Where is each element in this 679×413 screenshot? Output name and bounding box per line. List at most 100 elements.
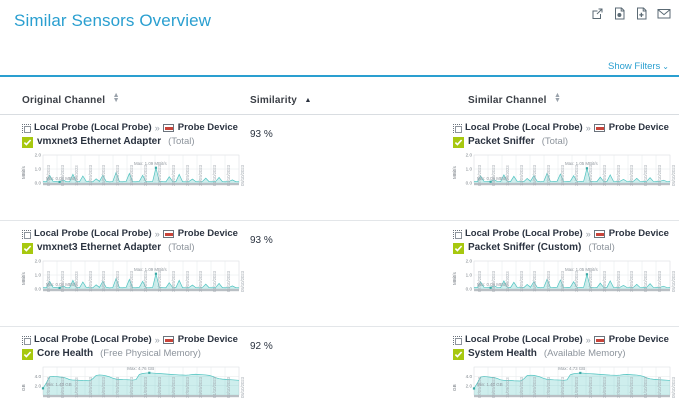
chart-max-annotation: Max: 1.05 MBit/s [564,267,598,273]
probe-icon [453,335,462,345]
status-up-icon [22,136,33,148]
chart-xtick-label: 15/09/2023 [101,377,107,398]
breadcrumb-probe[interactable]: Local Probe (Local Probe) [34,334,152,345]
svg-text:0.0: 0.0 [35,287,42,292]
cell-original-channel: Local Probe (Local Probe) » Probe Device… [8,334,245,413]
device-icon [593,124,605,132]
svg-text:4.0: 4.0 [35,374,42,379]
device-icon [162,124,174,132]
min-marker [58,286,61,289]
probe-icon [453,229,462,239]
chart-line [473,168,671,183]
probe-icon [22,229,31,239]
svg-text:0.0: 0.0 [466,287,473,292]
min-marker [489,286,492,289]
chart-xtick-label: 17/09/2023 [115,271,121,292]
channel-name[interactable]: Packet Sniffer (Custom) [468,242,582,253]
channel-name[interactable]: vmxnet3 Ethernet Adapter [37,136,162,147]
sort-indicator-original-channel[interactable]: ▲ ▼ [112,92,120,104]
status-up-icon [22,348,33,360]
probe-icon [22,123,31,133]
chart-max-annotation: Max: 4.73 GB [558,365,586,371]
add-to-report-icon[interactable] [634,6,649,21]
chart-xtick-label: 21/09/2023 [574,271,579,292]
chart-xtick-label: 27/09/2023 [184,271,190,292]
channel-name[interactable]: vmxnet3 Ethernet Adapter [37,242,162,253]
cell-similar-channel: Local Probe (Local Probe) » Probe Device… [445,122,676,214]
channel-name[interactable]: Packet Sniffer [468,136,535,147]
chart-min-annotation: Min: 1.40 GB [477,382,503,388]
device-icon [162,336,174,344]
send-by-email-icon[interactable] [656,6,671,21]
chart-xlabels: 07/09/2023 09/09/2023 11/09/2023 13/09/2023… [474,271,676,320]
chart-min-annotation: Min: 0.08 MBit/s [46,281,78,287]
chart-ylabel: GB [21,384,26,391]
header-action-icons [590,6,671,21]
breadcrumb-device[interactable]: Probe Device [177,334,238,345]
column-header-original-channel[interactable]: Original Channel ▲ ▼ [8,90,240,108]
channel-name[interactable]: System Health [468,348,537,359]
chart-xtick-label: 23/09/2023 [156,377,162,398]
channel-name[interactable]: Core Health [37,348,94,359]
breadcrumb-device[interactable]: Probe Device [608,334,669,345]
mini-chart: 0.0 1.0 2.0 MBit/s Max: 1.09 MBit/s Min: 0.08… [21,258,245,320]
open-in-new-window-icon[interactable] [590,6,605,21]
chart-xtick-label: 17/09/2023 [546,165,552,186]
svg-text:2.0: 2.0 [466,259,473,264]
column-header-similarity[interactable]: Similarity ▲ [240,90,460,108]
chart-xtick-label: 11/09/2023 [73,271,79,292]
chart-xtick-label: 25/09/2023 [601,165,607,186]
cell-similar-channel: Local Probe (Local Probe) » Probe Device… [445,228,676,320]
svg-text:1.0: 1.0 [35,167,42,172]
table-row[interactable]: Local Probe (Local Probe) » Probe Device… [0,327,679,413]
device-icon [593,336,605,344]
chart-canvas: 0.0 1.0 2.0 [466,259,671,292]
breadcrumb-device[interactable]: Probe Device [608,122,669,133]
chart-min-annotation: Min: 0.09 MBit/s [477,175,509,181]
channel-line: Packet Sniffer (Total) [453,136,671,148]
breadcrumb-probe[interactable]: Local Probe (Local Probe) [34,228,152,239]
breadcrumb: Local Probe (Local Probe) » Probe Device [453,228,671,240]
chart-xtick-label: 19/09/2023 [129,271,135,292]
chart-xtick-label: 29/09/2023 [198,271,204,292]
mini-chart: 2.0 4.0 GB Max: 4.73 GB Min: 1.40 GB 07/09/20… [452,364,676,413]
chart-xtick-label: 23/09/2023 [156,271,162,292]
chart-area [474,168,670,183]
chart-xtick-label: 09/09/2023 [59,377,65,398]
breadcrumb-probe[interactable]: Local Probe (Local Probe) [465,122,583,133]
breadcrumb-device[interactable]: Probe Device [177,122,238,133]
table-row[interactable]: Local Probe (Local Probe) » Probe Device… [0,221,679,327]
breadcrumb-device[interactable]: Probe Device [608,228,669,239]
save-as-pdf-icon[interactable] [612,6,627,21]
column-label-similar-channel: Similar Channel [468,95,547,106]
table-row[interactable]: Local Probe (Local Probe) » Probe Device… [0,115,679,221]
status-up-icon [22,242,33,254]
show-filters-label: Show Filters [608,61,661,72]
channel-line: vmxnet3 Ethernet Adapter (Total) [22,242,240,254]
chart-xtick-label: 11/09/2023 [504,377,510,398]
chart-xtick-label: 19/09/2023 [560,165,566,186]
channel-suffix: (Total) [168,136,195,147]
sort-indicator-similarity[interactable]: ▲ [304,97,312,104]
breadcrumb-probe[interactable]: Local Probe (Local Probe) [465,228,583,239]
sort-indicator-similar-channel[interactable]: ▲ ▼ [554,92,561,104]
chart-xtick-label: 09/09/2023 [59,271,65,292]
column-header-similar-channel[interactable]: Similar Channel ▲ ▼ [460,90,671,108]
max-marker [154,166,158,169]
chart-xtick-label: 01/10/2023 [643,271,649,292]
breadcrumb-probe[interactable]: Local Probe (Local Probe) [34,122,152,133]
chart-line [473,274,671,289]
chart-xtick-label: 07/09/2023 [46,377,51,398]
chart-xlabels: 07/09/2023 09/09/2023 11/09/2023 13/09/2023… [474,377,676,413]
mini-chart: 0.0 1.0 2.0 MBit/s Max: 1.05 MBit/s Min: 0.09… [452,258,676,320]
chart-xtick-label: 09/09/2023 [490,377,496,398]
max-marker [148,371,151,374]
svg-text:1.0: 1.0 [466,273,473,278]
channel-suffix: (Free Physical Memory) [100,348,201,359]
cell-similarity: 92 % [240,334,445,413]
mini-chart: 0.0 1.0 2.0 MBit/s Max: 1.09 MBit/s Min: 0.08… [21,152,245,214]
channel-suffix: (Total) [588,242,615,253]
breadcrumb-probe[interactable]: Local Probe (Local Probe) [465,334,583,345]
show-filters-toggle[interactable]: Show Filters ⌄ [608,61,669,72]
breadcrumb-device[interactable]: Probe Device [177,228,238,239]
